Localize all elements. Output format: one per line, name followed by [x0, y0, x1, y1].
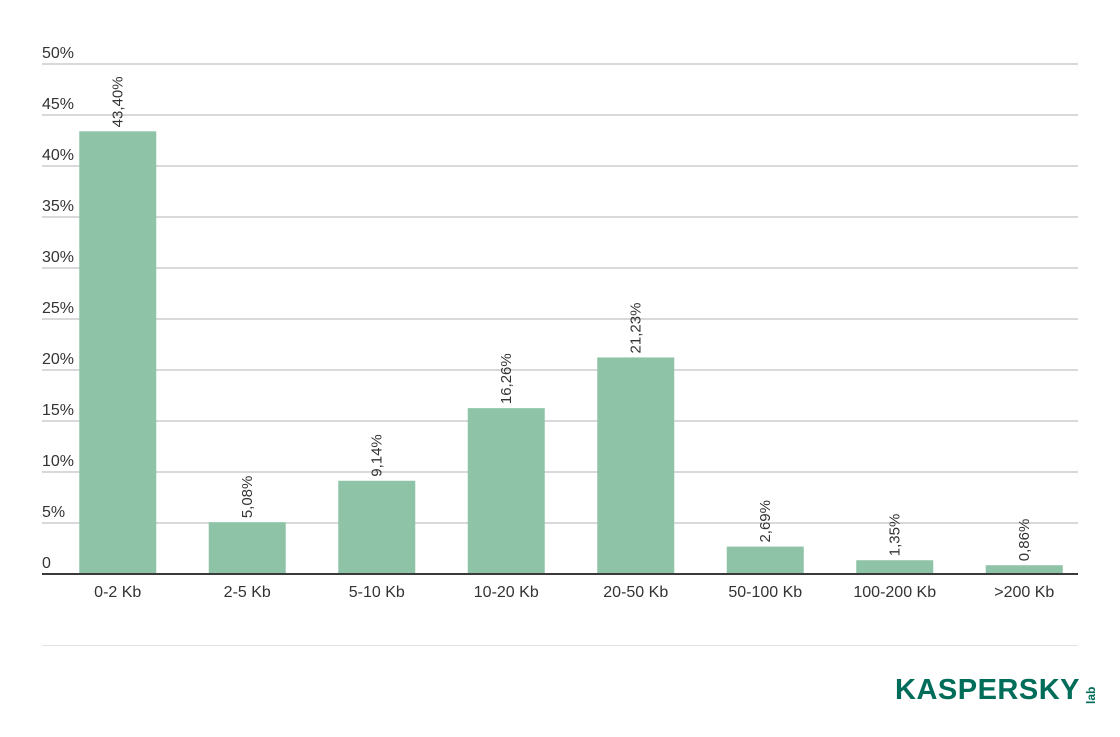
data-label: 1,35% — [887, 514, 904, 557]
bar — [467, 408, 545, 574]
y-tick-label: 5% — [42, 504, 65, 521]
x-category-label: 20-50 Kb — [603, 584, 668, 601]
bars — [79, 131, 1063, 574]
data-labels: 43,40% 5,08% 9,14% 16,26% 21,23% 2,69% 1,35% 0,… — [110, 76, 1034, 561]
data-label: 43,40% — [110, 76, 127, 127]
y-tick-label: 30% — [42, 249, 74, 266]
y-tick-label: 35% — [42, 198, 74, 215]
footer-divider — [42, 645, 1078, 646]
x-category-label: 10-20 Kb — [474, 584, 539, 601]
x-category-label: 50-100 Kb — [728, 584, 802, 601]
y-tick-label: 25% — [42, 300, 74, 317]
x-category-label: 100-200 Kb — [853, 584, 936, 601]
x-category-label: 0-2 Kb — [94, 584, 141, 601]
gridlines — [42, 63, 1078, 524]
logo-wordmark: KASPERSKY — [895, 674, 1080, 706]
y-tick-label: 15% — [42, 402, 74, 419]
x-category-label: >200 Kb — [994, 584, 1054, 601]
bar — [79, 131, 157, 574]
kaspersky-logo: KASPERSKY lab — [895, 674, 1098, 706]
bar — [856, 560, 934, 574]
bar-chart: 0 5% 10% 15% 20% 25% 30% 35% 40% 45% 50% 43,40% 5,0… — [42, 45, 1078, 601]
data-label: 0,86% — [1016, 519, 1033, 562]
y-tick-label: 50% — [42, 45, 74, 62]
y-tick-label: 0 — [42, 555, 51, 572]
y-axis-ticks: 0 5% 10% 15% 20% 25% 30% 35% 40% 45% 50% — [42, 45, 74, 572]
bar — [338, 480, 416, 574]
data-label: 9,14% — [369, 434, 386, 477]
y-tick-label: 45% — [42, 96, 74, 113]
y-tick-label: 10% — [42, 453, 74, 470]
data-label: 16,26% — [498, 353, 515, 404]
x-category-label: 5-10 Kb — [349, 584, 405, 601]
bar — [985, 565, 1063, 574]
data-label: 21,23% — [628, 303, 645, 354]
bar — [208, 522, 286, 574]
x-axis-categories: 0-2 Kb 2-5 Kb 5-10 Kb 10-20 Kb 20-50 Kb 50-10… — [94, 584, 1054, 601]
y-tick-label: 40% — [42, 147, 74, 164]
data-label: 5,08% — [239, 476, 256, 519]
x-category-label: 2-5 Kb — [224, 584, 271, 601]
bar — [597, 357, 675, 574]
data-label: 2,69% — [757, 500, 774, 543]
bar — [726, 546, 804, 574]
y-tick-label: 20% — [42, 351, 74, 368]
